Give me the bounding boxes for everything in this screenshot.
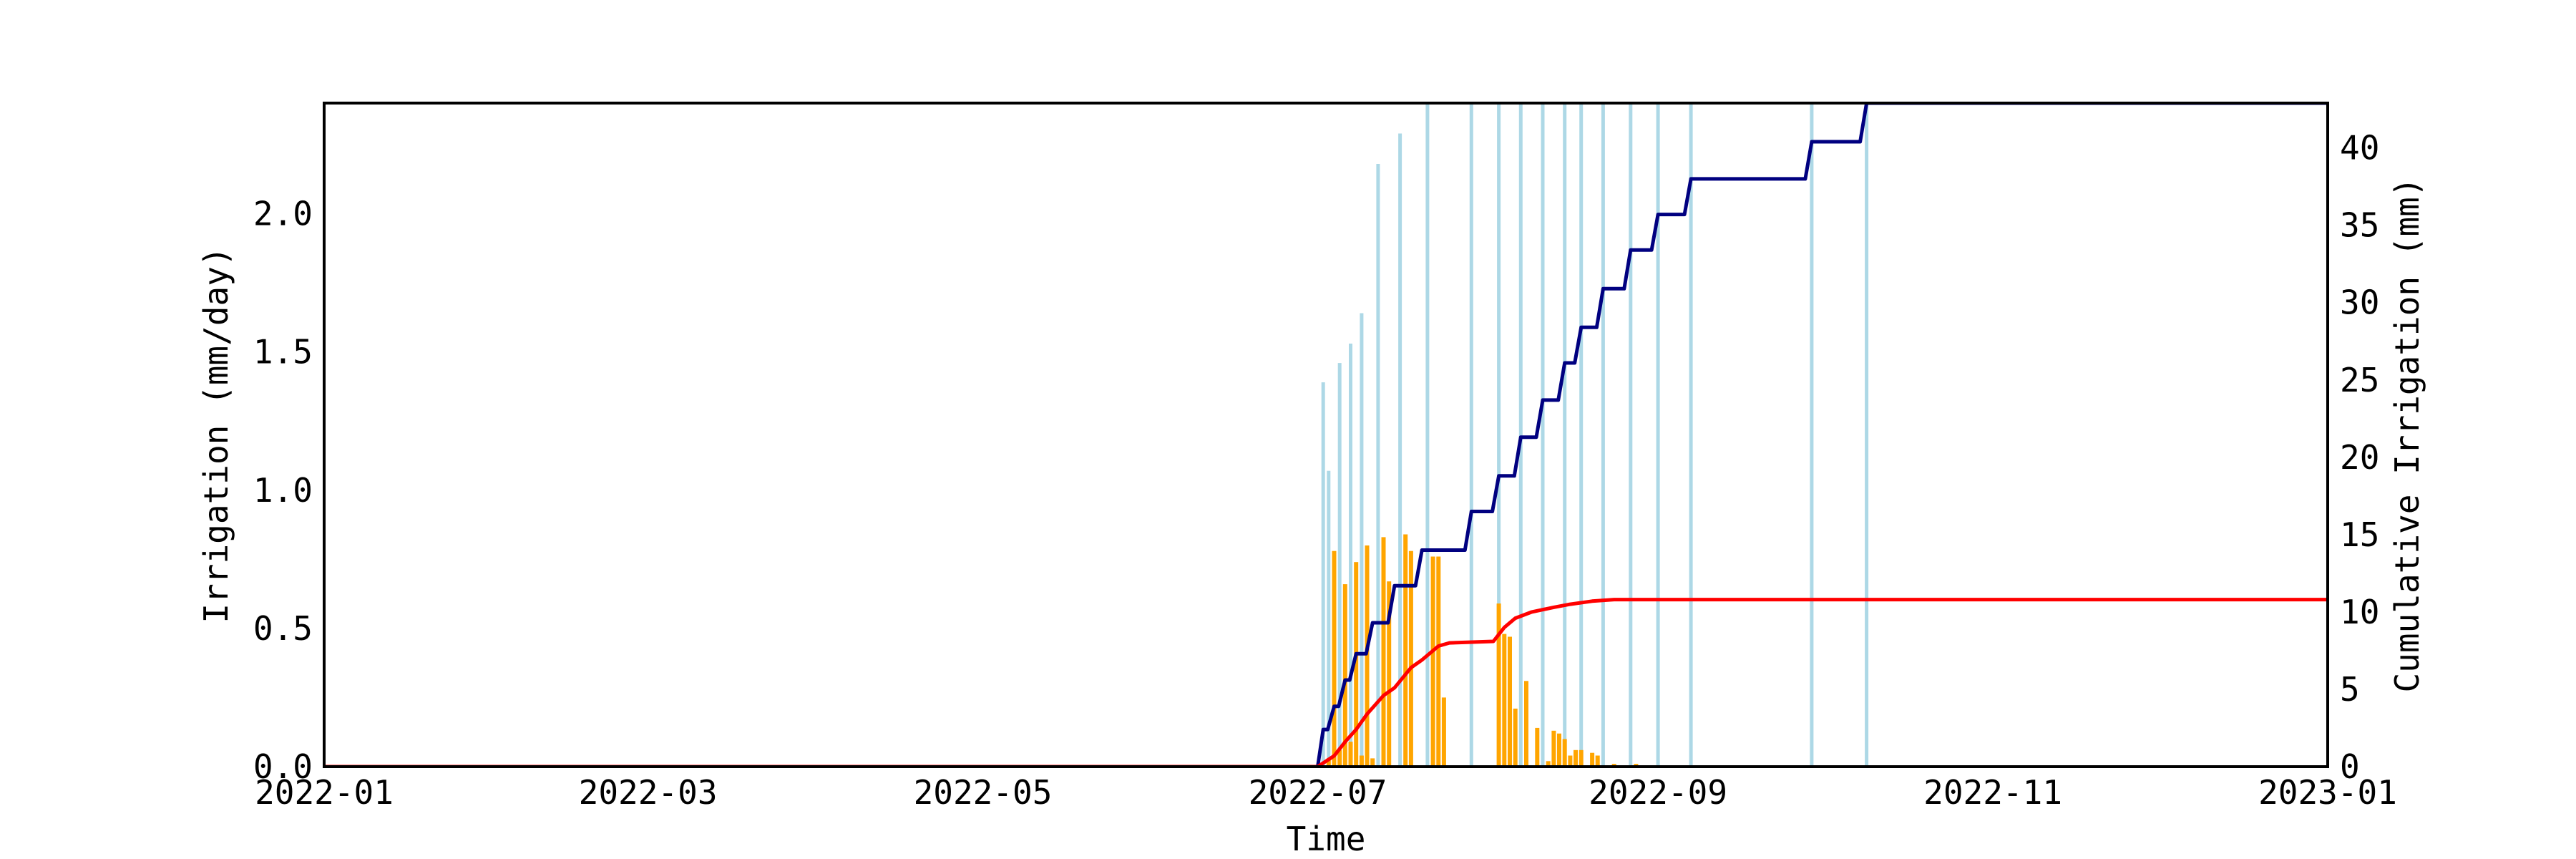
orange-bar	[1430, 556, 1435, 767]
orange-bar	[1381, 537, 1386, 767]
cumulative-line-red	[324, 598, 2328, 767]
x-axis-title: Time	[1287, 820, 1366, 858]
blue-bar	[1689, 103, 1693, 767]
orange-bar	[1359, 755, 1364, 767]
y-right-tick-label: 20	[2340, 438, 2379, 477]
orange-bar	[1332, 550, 1337, 767]
y-right-tick-label: 15	[2340, 515, 2379, 554]
y-right-tick-label: 10	[2340, 593, 2379, 631]
x-tick-label: 2022-09	[1589, 773, 1727, 812]
blue-bar	[1321, 382, 1325, 767]
blue-bar	[1327, 470, 1331, 767]
blue-bar	[1810, 103, 1814, 767]
x-tick-label: 2022-07	[1249, 773, 1387, 812]
orange-bar	[1579, 749, 1584, 767]
x-tick-label: 2022-03	[579, 773, 718, 812]
blue-bar	[1629, 103, 1633, 767]
x-tick-label: 2022-01	[255, 773, 394, 812]
blue-bar	[1541, 103, 1545, 767]
orange-bar	[1337, 749, 1342, 767]
y-right-tick-label: 5	[2340, 670, 2360, 709]
orange-bar	[1348, 742, 1353, 767]
x-tick-label: 2022-11	[1923, 773, 2062, 812]
blue-bar	[1360, 313, 1364, 767]
blue-bar	[1425, 103, 1430, 767]
y-tick-label: 0.0	[253, 747, 313, 786]
orange-bar	[1441, 697, 1446, 767]
orange-bar	[1365, 545, 1370, 767]
orange-bar	[1535, 727, 1540, 767]
y-tick-label: 2.0	[253, 195, 313, 233]
orange-bar	[1502, 634, 1507, 767]
y-axis-title: Irrigation (mm/day)	[197, 246, 235, 623]
y-tick-label: 1.0	[253, 471, 313, 510]
orange-bar	[1408, 550, 1413, 767]
orange-bar	[1326, 758, 1331, 767]
orange-bar	[1562, 739, 1567, 767]
orange-bar	[1568, 755, 1573, 767]
y-right-tick-label: 25	[2340, 361, 2379, 399]
blue-bar	[1469, 103, 1473, 767]
cumulative-line-navy	[324, 103, 2328, 767]
orange-bar	[1524, 681, 1528, 767]
orange-bar	[1508, 636, 1512, 767]
orange-bar	[1574, 749, 1578, 767]
orange-bar	[1551, 730, 1556, 767]
blue-bar	[1656, 103, 1660, 767]
orange-bar	[1513, 708, 1518, 767]
orange-bar	[1387, 581, 1392, 767]
blue-bar	[1579, 103, 1584, 767]
axis-ticks: 2022-01 2022-03 2022-05 2022-07 2022-09 2022-…	[253, 129, 2397, 812]
orange-bar	[1342, 584, 1347, 767]
orange-bar	[1595, 755, 1600, 767]
blue-bar	[1865, 103, 1869, 767]
y-tick-label: 1.5	[253, 333, 313, 372]
y-right-tick-label: 30	[2340, 283, 2379, 322]
orange-bar	[1436, 556, 1441, 767]
x-tick-label: 2022-05	[914, 773, 1053, 812]
orange-bar	[1354, 562, 1359, 767]
blue-bar	[1563, 103, 1567, 767]
y-axis-right-title: Cumulative Irrigation (mm)	[2388, 177, 2426, 692]
x-tick-label: 2023-01	[2258, 773, 2397, 812]
y-right-tick-label: 40	[2340, 129, 2379, 168]
y-right-tick-label: 0	[2340, 747, 2360, 786]
blue-bar	[1601, 103, 1605, 767]
y-tick-label: 0.5	[253, 609, 313, 648]
orange-bar	[1496, 603, 1501, 767]
plot-frame	[323, 102, 2329, 768]
blue-bar	[1349, 344, 1352, 767]
blue-bar	[1497, 103, 1501, 767]
blue-bar	[1518, 103, 1523, 767]
orange-bar	[1370, 758, 1375, 767]
blue-bar	[1398, 133, 1402, 767]
orange-bar	[1557, 733, 1561, 767]
orange-bar	[1403, 534, 1408, 767]
orange-bar	[1546, 761, 1551, 767]
y-right-tick-label: 35	[2340, 206, 2379, 245]
orange-bar	[1590, 752, 1595, 767]
plot-area	[324, 103, 2328, 767]
blue-bar	[1337, 363, 1342, 767]
blue-bar	[1376, 164, 1380, 767]
